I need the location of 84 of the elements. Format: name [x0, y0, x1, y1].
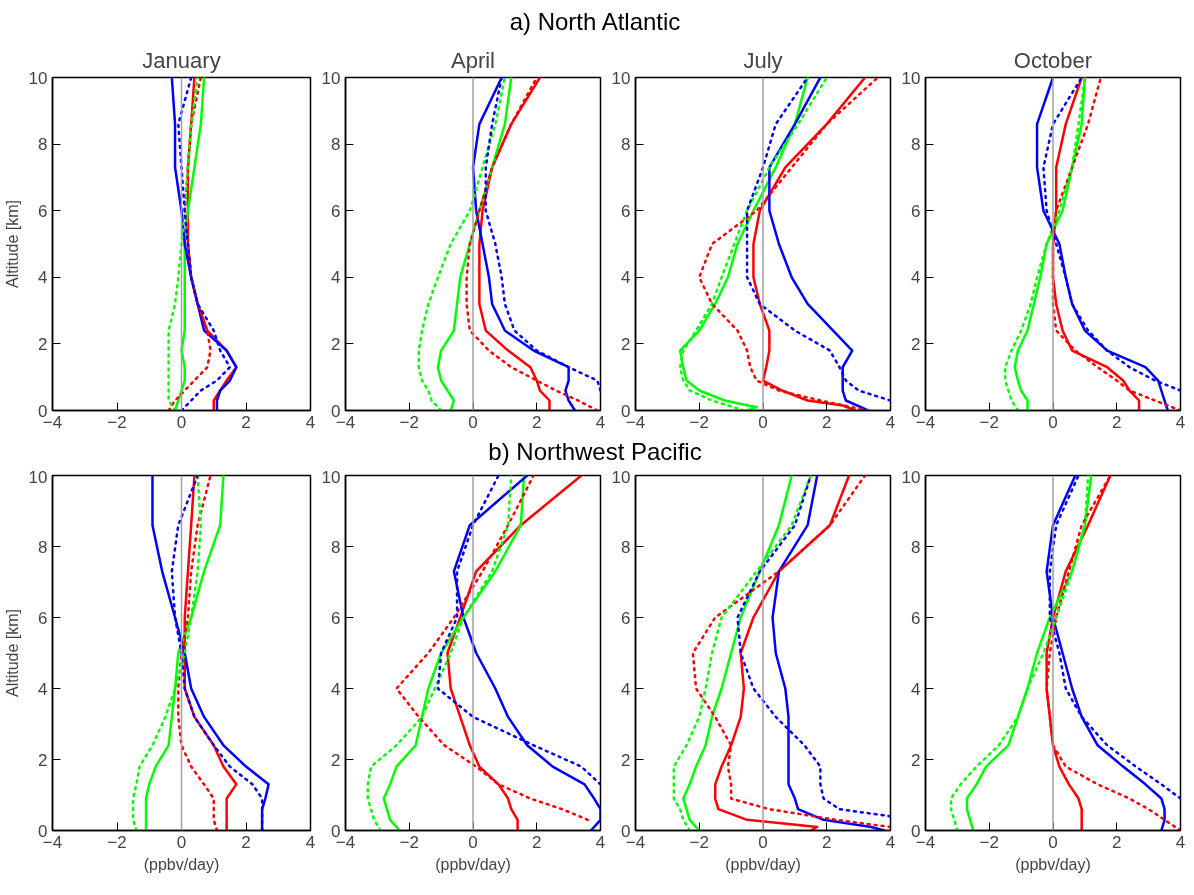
y-tick-label: 10: [611, 467, 631, 487]
y-tick-label: 4: [38, 268, 48, 288]
x-tick-label: 0: [468, 412, 478, 432]
y-tick-label: 8: [331, 537, 341, 557]
y-tick-label: 2: [911, 750, 921, 770]
x-tick-label: 0: [758, 412, 768, 432]
y-tick-label: 8: [331, 135, 341, 155]
y-tick-label: 8: [621, 135, 631, 155]
x-tick-label: −2: [399, 412, 419, 432]
y-tick-label: 4: [331, 679, 341, 699]
y-tick-label: 6: [38, 608, 48, 628]
x-tick-label: 2: [241, 412, 251, 432]
x-tick-label: 2: [1112, 412, 1122, 432]
x-tick-label: −2: [689, 832, 709, 852]
x-tick-label: 0: [468, 832, 478, 852]
x-tick-label: −2: [399, 832, 419, 852]
y-tick-label: 10: [321, 68, 341, 88]
y-tick-label: 10: [28, 467, 48, 487]
y-tick-label: 8: [38, 537, 48, 557]
y-tick-label: 4: [621, 679, 631, 699]
x-tick-label: 2: [822, 412, 832, 432]
y-tick-label: 8: [911, 135, 921, 155]
y-tick-label: 6: [331, 201, 341, 221]
text: a) North Atlantic: [509, 7, 681, 37]
y-tick-label: 2: [38, 334, 48, 354]
y-tick-label: 2: [621, 750, 631, 770]
y-tick-label: 6: [621, 201, 631, 221]
y-tick-label: 6: [911, 201, 921, 221]
y-tick-label: 8: [911, 537, 921, 557]
x-tick-label: −2: [107, 412, 127, 432]
x-tick-label: 0: [1048, 412, 1058, 432]
y-tick-label: 6: [621, 608, 631, 628]
x-tick-label: 4: [1175, 832, 1186, 852]
chart-title: July: [743, 47, 783, 73]
x-tick-label: 4: [595, 412, 606, 432]
y-tick-label: 4: [911, 679, 921, 699]
x-tick-label: 4: [595, 832, 606, 852]
x-tick-label: 0: [758, 832, 768, 852]
x-tick-label: 4: [1175, 412, 1186, 432]
text: b) Northwest Pacific: [488, 437, 702, 467]
y-tick-label: 4: [911, 268, 921, 288]
x-tick-label: 4: [305, 832, 316, 852]
y-axis-title: Altitude [km]: [3, 608, 21, 698]
x-tick-label: 0: [1048, 832, 1058, 852]
y-tick-label: 10: [28, 68, 48, 88]
x-tick-label: −2: [689, 412, 709, 432]
y-tick-label: 2: [911, 334, 921, 354]
x-tick-label: 0: [176, 832, 187, 852]
y-tick-label: 4: [621, 268, 631, 288]
y-tick-label: 10: [321, 467, 341, 487]
y-tick-label: 2: [38, 750, 48, 770]
y-tick-label: 6: [911, 608, 921, 628]
x-tick-label: 2: [532, 412, 542, 432]
x-axis-title: (ppbv/day): [1015, 855, 1091, 873]
x-tick-label: −2: [979, 412, 999, 432]
x-tick-label: 0: [176, 412, 187, 432]
y-tick-label: 6: [331, 608, 341, 628]
x-tick-label: −2: [107, 832, 127, 852]
x-axis-title: (ppbv/day): [725, 855, 801, 873]
x-axis-title: (ppbv/day): [143, 855, 220, 873]
x-tick-label: −2: [979, 832, 999, 852]
y-tick-label: 2: [331, 750, 341, 770]
y-tick-label: 4: [38, 679, 48, 699]
y-axis-title: Altitude [km]: [3, 199, 21, 289]
x-tick-label: 4: [885, 412, 896, 432]
y-tick-label: 10: [901, 467, 921, 487]
y-tick-label: 2: [331, 334, 341, 354]
x-axis-title: (ppbv/day): [435, 855, 511, 873]
x-tick-label: 2: [241, 832, 251, 852]
chart-title: October: [1013, 47, 1093, 73]
x-tick-label: 2: [532, 832, 542, 852]
x-tick-label: 2: [822, 832, 832, 852]
y-tick-label: 8: [38, 135, 48, 155]
y-tick-label: 8: [621, 537, 631, 557]
y-tick-label: 4: [331, 268, 341, 288]
x-tick-label: 4: [885, 832, 896, 852]
y-tick-label: 10: [901, 68, 921, 88]
chart-title: January: [142, 47, 221, 73]
chart-title: April: [450, 47, 496, 73]
y-tick-label: 10: [611, 68, 631, 88]
y-tick-label: 2: [621, 334, 631, 354]
x-tick-label: 2: [1112, 832, 1122, 852]
x-tick-label: 4: [305, 412, 316, 432]
y-tick-label: 6: [38, 201, 48, 221]
